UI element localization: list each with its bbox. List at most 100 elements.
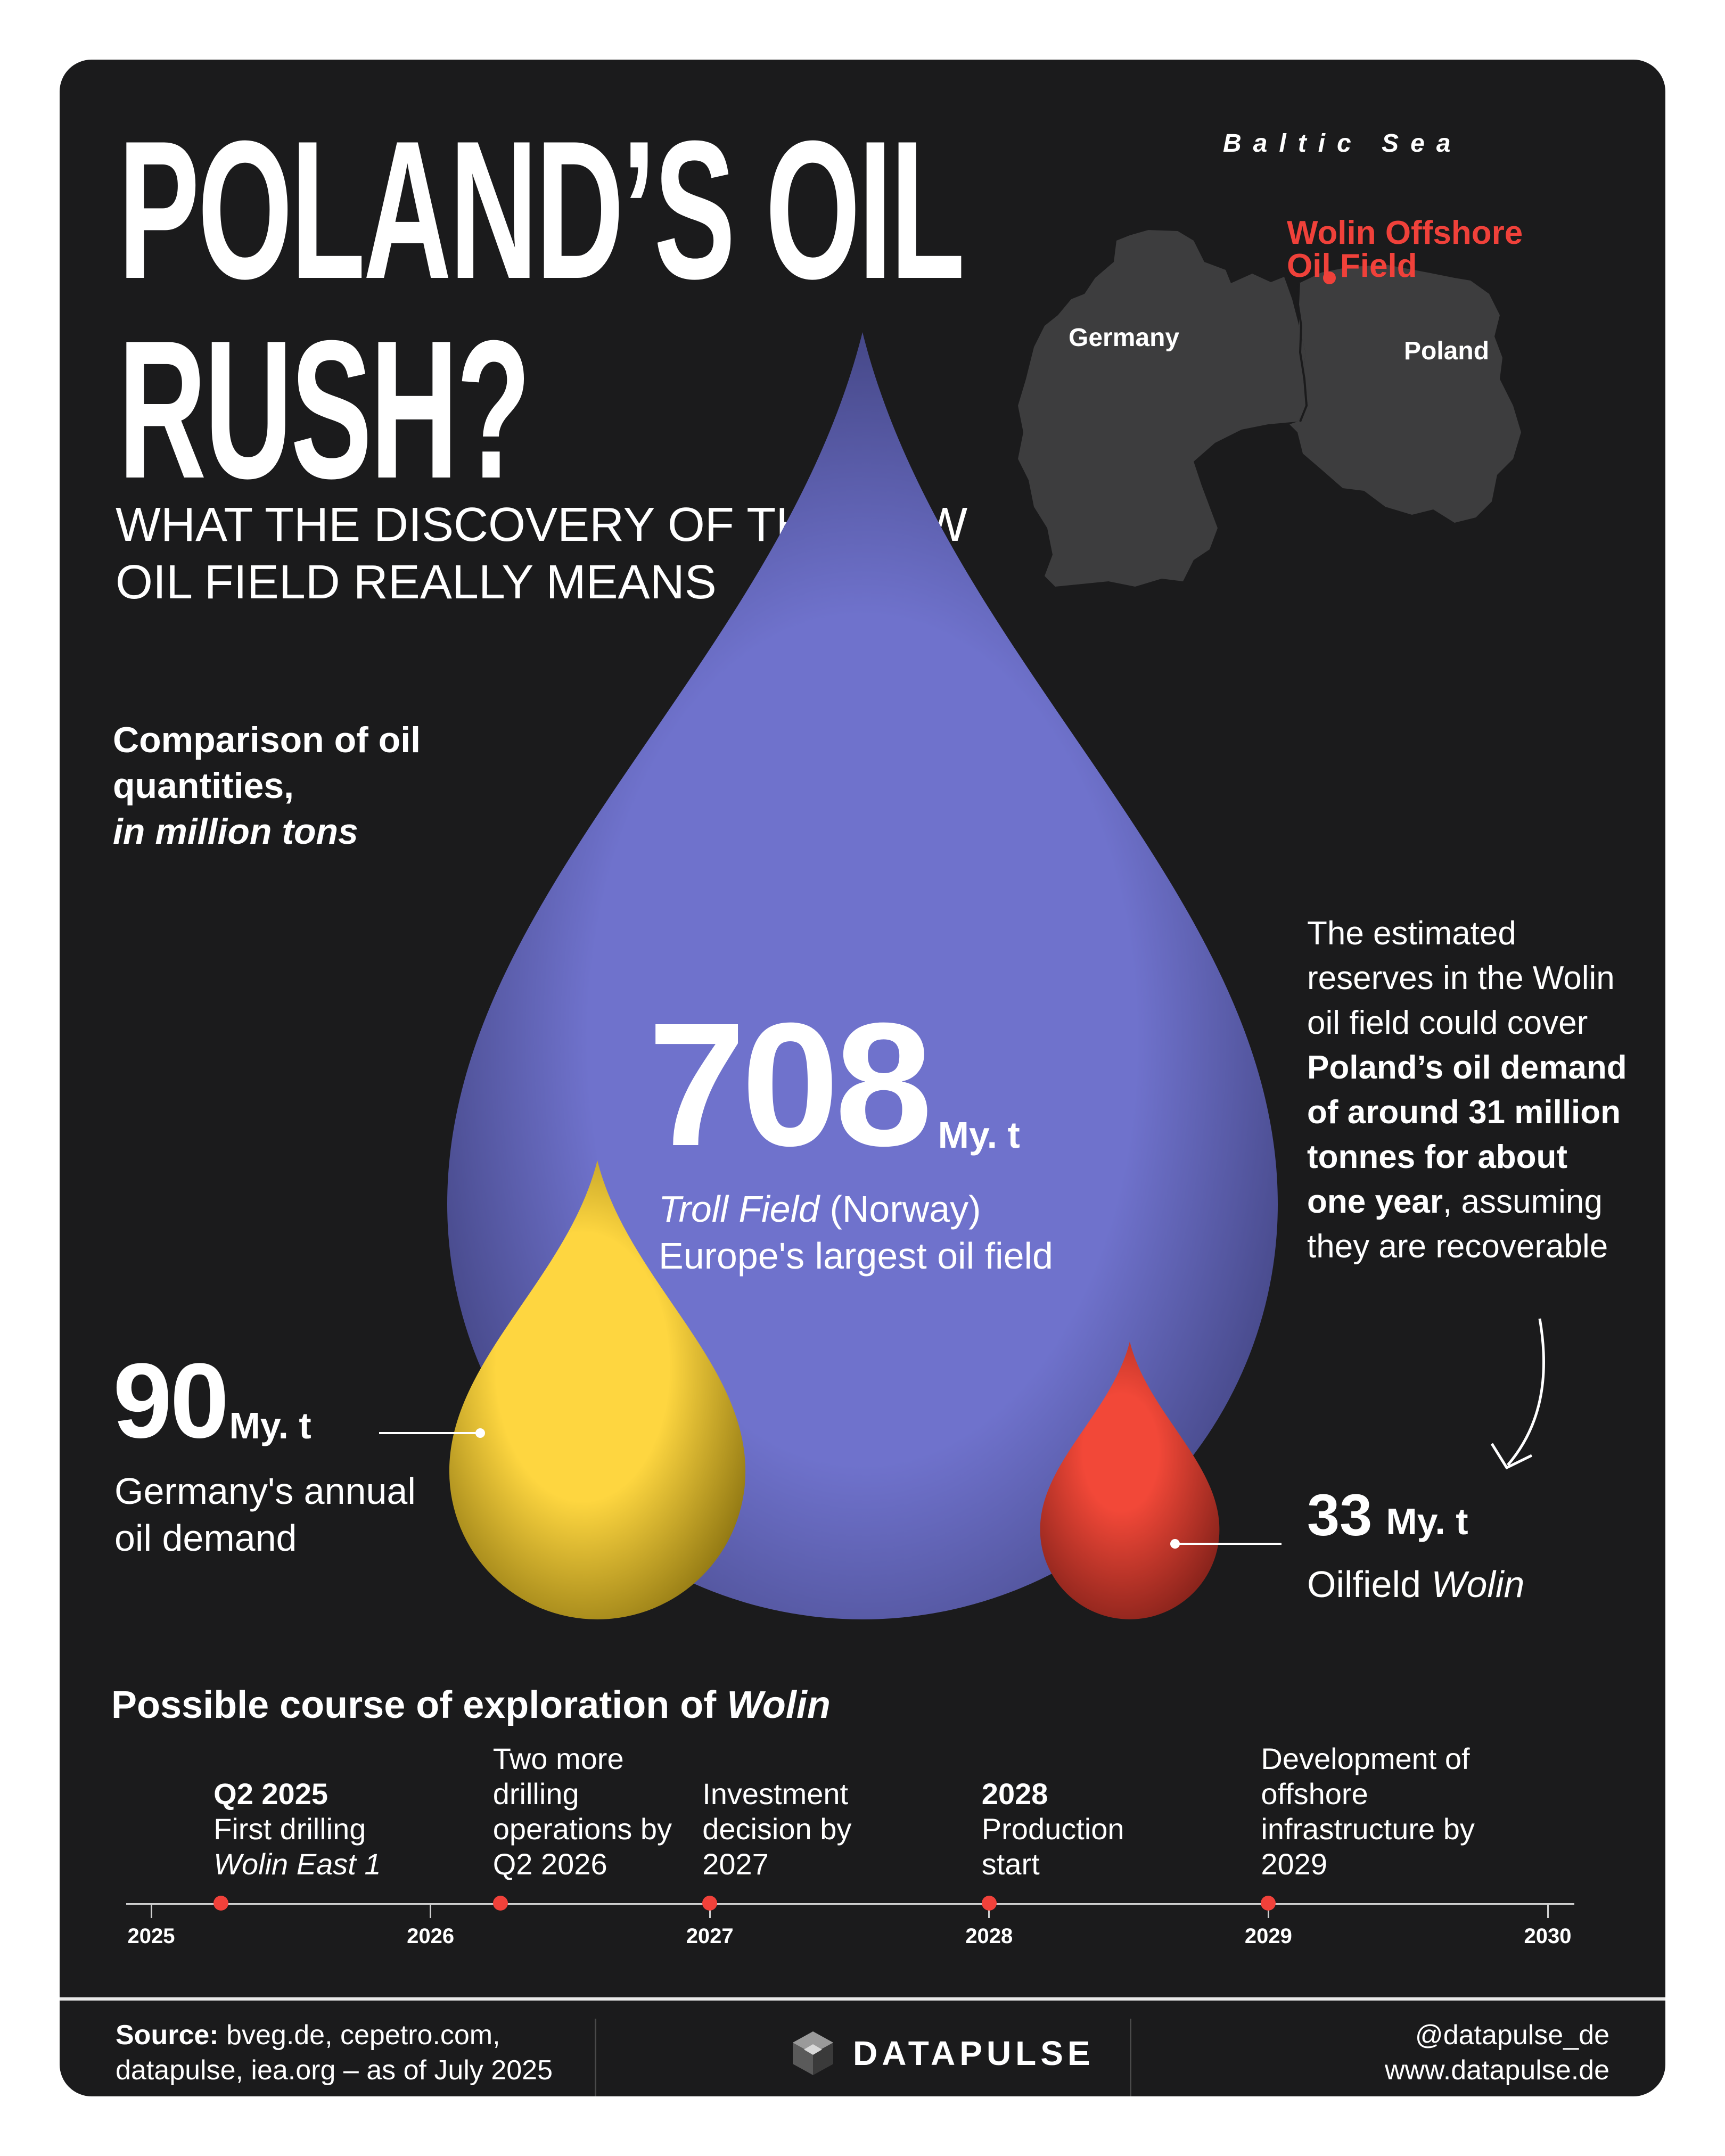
troll-name-rest: (Norway) bbox=[819, 1188, 981, 1230]
event-line: Development of bbox=[1261, 1742, 1470, 1775]
note-line-1: The estimated bbox=[1307, 915, 1516, 952]
footer-separator-left bbox=[595, 2019, 596, 2096]
troll-name-em: Troll Field bbox=[659, 1188, 820, 1230]
germany-unit: My. t bbox=[229, 1405, 311, 1446]
timeline-event-label: Two more drilling operations by Q2 2026 bbox=[493, 1741, 672, 1882]
footer-contact: @datapulse_de www.datapulse.de bbox=[1385, 2018, 1609, 2088]
timeline-event-dot bbox=[492, 1896, 508, 1911]
event-line: offshore bbox=[1261, 1777, 1368, 1811]
timeline-year-label: 2030 bbox=[1524, 1924, 1572, 1948]
poland-label: Poland bbox=[1404, 337, 1490, 365]
troll-value-group: 708 My. t bbox=[648, 997, 1020, 1172]
footer-site[interactable]: www.datapulse.de bbox=[1384, 2055, 1609, 2086]
wolin-name-rest: Oilfield bbox=[1307, 1563, 1432, 1605]
timeline-axis bbox=[126, 1903, 1574, 1905]
datapulse-logo-icon bbox=[793, 2031, 833, 2075]
wolin-map-label-line-1: Wolin Offshore bbox=[1287, 215, 1523, 251]
footer-handle[interactable]: @datapulse_de bbox=[1415, 2020, 1609, 2051]
timeline: 2025 2026 2027 2028 2029 2030 Q2 2025 First dri… bbox=[60, 60, 1665, 1997]
timeline-event-label: Q2 2025 First drilling Wolin East 1 bbox=[213, 1776, 381, 1882]
timeline-event-dot bbox=[981, 1896, 997, 1911]
troll-value: 708 bbox=[648, 997, 933, 1172]
timeline-event-label: Development of offshore infrastructure by 2… bbox=[1261, 1741, 1475, 1882]
source-line-1: bveg.de, cepetro.com, bbox=[218, 2020, 500, 2051]
germany-value-group: 90 My. t bbox=[113, 1348, 311, 1454]
comparison-title-line-3: in million tons bbox=[113, 811, 358, 852]
event-line: Two more bbox=[492, 1742, 624, 1775]
troll-desc: Europe's largest oil field bbox=[659, 1235, 1053, 1277]
drops-group bbox=[447, 332, 1278, 1619]
comparison-title: Comparison of oil quantities, in million… bbox=[113, 717, 539, 854]
wolin-drop bbox=[1040, 1341, 1220, 1619]
timeline-year-label: 2026 bbox=[407, 1924, 455, 1948]
brand-name: DATAPULSE bbox=[853, 2034, 1095, 2072]
germany-shape bbox=[1018, 230, 1308, 587]
wolin-unit: My. t bbox=[1386, 1501, 1468, 1542]
oil-drops-chart bbox=[379, 332, 1545, 1619]
title-line-1: POLAND’S OIL bbox=[118, 100, 965, 320]
page-title: POLAND’S OIL RUSH? bbox=[118, 100, 965, 520]
troll-unit: My. t bbox=[938, 1114, 1020, 1156]
border-line bbox=[1296, 283, 1308, 422]
footer-source: Source: bveg.de, cepetro.com, datapulse,… bbox=[116, 2018, 553, 2088]
curved-arrow bbox=[1507, 1318, 1545, 1466]
timeline-year-label: 2028 bbox=[965, 1924, 1013, 1948]
footer-separator-right bbox=[1130, 2019, 1131, 2096]
troll-description: Troll Field (Norway) Europe's largest oi… bbox=[659, 1186, 1053, 1279]
wolin-value: 33 bbox=[1307, 1483, 1373, 1548]
event-line: 2027 bbox=[702, 1847, 769, 1881]
germany-description: Germany's annual oil demand bbox=[114, 1468, 416, 1561]
poland-shape bbox=[1289, 265, 1521, 523]
timeline-tick bbox=[709, 1903, 711, 1918]
note-line-2: reserves in the Wolin bbox=[1307, 960, 1615, 997]
wolin-map-label: Wolin Offshore Oil Field bbox=[1287, 217, 1523, 283]
event-line: 2029 bbox=[1261, 1847, 1327, 1881]
note-bold-4: one year bbox=[1307, 1183, 1443, 1220]
event-line: Q2 2026 bbox=[492, 1847, 607, 1881]
timeline-event-label: 2028 Production start bbox=[982, 1776, 1124, 1882]
event-bold: 2028 bbox=[981, 1777, 1048, 1811]
event-line: Production bbox=[981, 1812, 1124, 1846]
timeline-event-label: Investment decision by 2027 bbox=[702, 1776, 851, 1882]
event-line: operations by bbox=[492, 1812, 672, 1846]
timeline-year-label: 2025 bbox=[127, 1924, 175, 1948]
timeline-title-em: Wolin bbox=[727, 1684, 831, 1726]
region-map bbox=[1018, 230, 1521, 587]
timeline-title-text: Possible course of exploration of bbox=[111, 1684, 727, 1726]
subtitle-line-2: OIL FIELD REALLY MEANS bbox=[116, 556, 717, 609]
footer-divider bbox=[60, 1997, 1665, 2001]
timeline-event-dot bbox=[1261, 1896, 1276, 1911]
note-bold-1: Poland’s oil demand bbox=[1307, 1049, 1627, 1086]
germany-label: Germany bbox=[1069, 324, 1180, 352]
note-line-5: they are recoverable bbox=[1307, 1228, 1608, 1265]
germany-leader-dot bbox=[475, 1428, 485, 1438]
wolin-marker bbox=[1323, 271, 1336, 284]
brand: DATAPULSE bbox=[789, 2029, 1095, 2077]
timeline-year-label: 2027 bbox=[686, 1924, 734, 1948]
event-bold: Q2 2025 bbox=[213, 1777, 328, 1811]
timeline-event-dot bbox=[213, 1896, 229, 1911]
event-line: Investment bbox=[702, 1777, 849, 1811]
source-label: Source: bbox=[116, 2020, 219, 2051]
note-line-4: , assuming bbox=[1443, 1183, 1603, 1220]
timeline-event-dot bbox=[702, 1896, 718, 1911]
comparison-title-line-1: Comparison of oil bbox=[113, 720, 421, 760]
timeline-title: Possible course of exploration of Wolin bbox=[111, 1683, 831, 1727]
event-line: drilling bbox=[492, 1777, 579, 1811]
event-line: First drilling bbox=[213, 1812, 366, 1846]
infographic-card: POLAND’S OIL RUSH? WHAT THE DISCOVERY OF… bbox=[60, 60, 1665, 2096]
event-em: Wolin East 1 bbox=[213, 1847, 381, 1881]
event-line: infrastructure by bbox=[1261, 1812, 1475, 1846]
wolin-leader-dot bbox=[1170, 1539, 1180, 1549]
title-line-2: RUSH? bbox=[118, 300, 531, 520]
comparison-title-line-2: quantities, bbox=[113, 766, 294, 806]
timeline-tick bbox=[430, 1903, 432, 1918]
wolin-map-label-line-2: Oil Field bbox=[1287, 248, 1417, 284]
source-line-2: datapulse, iea.org – as of July 2025 bbox=[116, 2055, 553, 2086]
timeline-tick bbox=[1547, 1903, 1549, 1918]
timeline-tick bbox=[150, 1903, 152, 1918]
wolin-description: Oilfield Wolin bbox=[1307, 1561, 1524, 1608]
event-line: start bbox=[981, 1847, 1040, 1881]
germany-desc-line-2: oil demand bbox=[114, 1517, 297, 1559]
germany-desc-line-1: Germany's annual bbox=[114, 1470, 416, 1512]
